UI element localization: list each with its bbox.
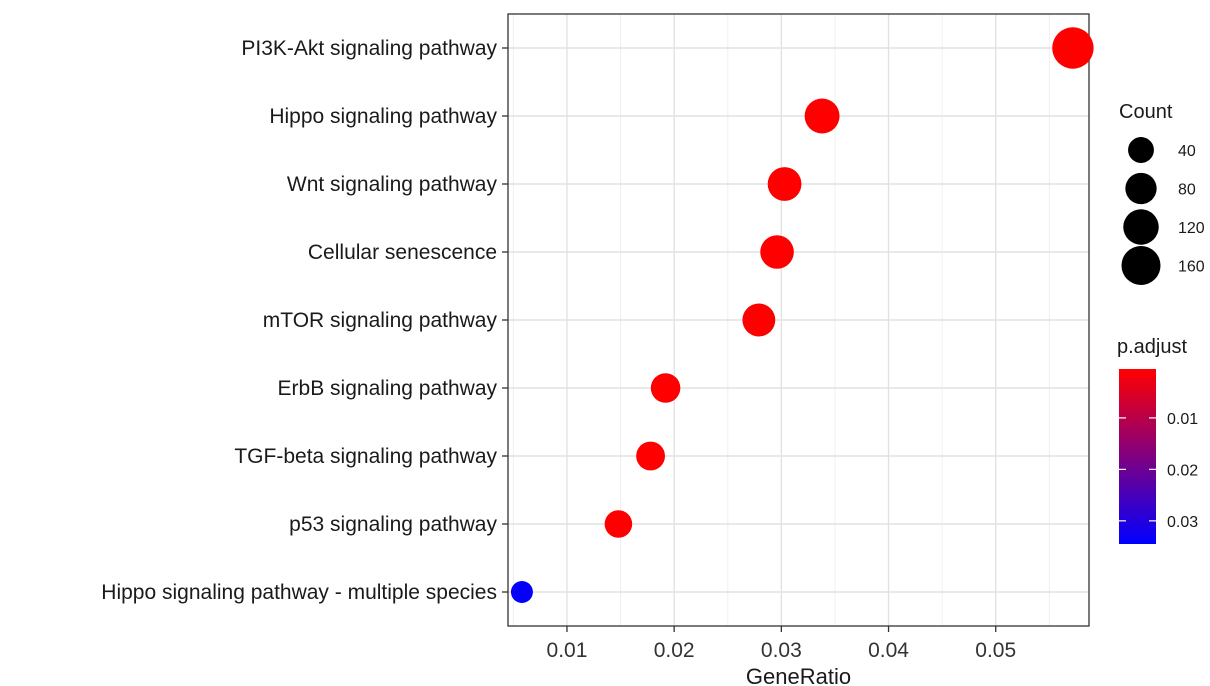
data-point — [604, 510, 633, 538]
x-tick-label: 0.04 — [868, 639, 909, 662]
data-point — [510, 581, 533, 603]
data-point — [1052, 27, 1094, 69]
data-point — [804, 98, 840, 134]
x-tick-label: 0.05 — [975, 639, 1016, 662]
y-tick-label: Hippo signaling pathway — [269, 105, 497, 128]
p-adjust-legend-label: 0.03 — [1167, 514, 1198, 531]
y-tick-label: ErbB signaling pathway — [278, 377, 498, 400]
y-tick-label: Wnt signaling pathway — [287, 173, 498, 196]
p-adjust-legend-label: 0.02 — [1167, 462, 1198, 479]
count-legend-key — [1128, 137, 1154, 163]
data-point — [742, 303, 776, 337]
data-point — [760, 235, 794, 269]
x-tick-label: 0.03 — [761, 639, 802, 662]
p-adjust-legend-title: p.adjust — [1117, 336, 1187, 358]
data-point — [636, 441, 666, 471]
count-size-legend: Count 40 80 120 160 — [1119, 101, 1205, 286]
count-legend-label: 120 — [1178, 220, 1205, 237]
x-axis-title: GeneRatio — [746, 664, 851, 686]
count-legend-label: 40 — [1178, 143, 1196, 160]
grid-lines — [508, 14, 1089, 626]
count-legend-title: Count — [1119, 101, 1173, 123]
y-tick-label: mTOR signaling pathway — [263, 309, 498, 332]
count-legend-label: 160 — [1178, 259, 1205, 276]
p-adjust-color-legend: p.adjust 0.01 0.02 0.03 — [1117, 336, 1198, 544]
x-tick-label: 0.02 — [654, 639, 695, 662]
y-tick-label: Hippo signaling pathway - multiple speci… — [101, 581, 497, 604]
count-legend-label: 80 — [1178, 182, 1196, 199]
count-legend-key — [1123, 209, 1159, 245]
y-axis-ticks: PI3K-Akt signaling pathway Hippo signalin… — [101, 37, 508, 604]
x-axis-ticks: 0.01 0.02 0.03 0.04 0.05 — [547, 626, 1016, 662]
count-legend-key — [1125, 172, 1157, 205]
data-point — [767, 167, 802, 201]
data-points — [510, 27, 1094, 603]
y-tick-label: TGF-beta signaling pathway — [234, 445, 497, 468]
y-tick-label: Cellular senescence — [308, 241, 497, 264]
data-point — [650, 373, 681, 403]
x-tick-label: 0.01 — [547, 639, 588, 662]
y-tick-label: p53 signaling pathway — [289, 513, 497, 536]
count-legend-key — [1121, 245, 1161, 286]
p-adjust-legend-label: 0.01 — [1167, 411, 1198, 428]
y-tick-label: PI3K-Akt signaling pathway — [241, 37, 497, 60]
p-adjust-color-bar — [1119, 369, 1156, 544]
